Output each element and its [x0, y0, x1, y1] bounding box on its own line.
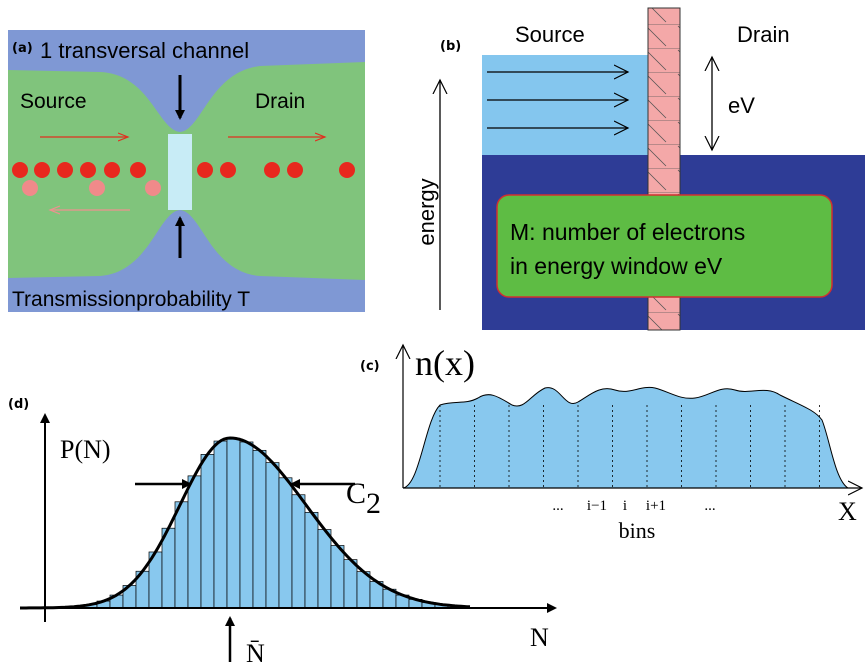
bar	[252, 449, 267, 609]
y-label: P(N)	[60, 435, 111, 464]
panel-label: (a)	[12, 41, 33, 56]
box-text: in energy window eV	[510, 253, 723, 279]
energy-label: energy	[414, 178, 439, 245]
bar	[330, 545, 345, 609]
bin-label: i	[623, 498, 627, 514]
caption: Transmissionprobability T	[12, 288, 250, 311]
box-text: M: number of electrons	[510, 219, 745, 245]
density	[402, 386, 850, 489]
panel-c: (c) n(x) X ... i−1 i i+1 ... bins	[360, 343, 862, 543]
bar	[304, 511, 319, 609]
electrons	[12, 162, 355, 178]
width-subscript: 2	[366, 487, 381, 520]
panel-label: (c)	[360, 359, 380, 374]
histogram	[44, 437, 462, 609]
title: 1 transversal channel	[40, 38, 249, 63]
distribution	[20, 436, 471, 610]
panel-d: (d) P(N) C2 N N̄	[8, 397, 557, 668]
bin-label: i−1	[587, 498, 607, 514]
source-label: Source	[515, 22, 585, 47]
drain-label: Drain	[737, 22, 790, 47]
bar	[265, 462, 280, 609]
bin-label: i+1	[646, 498, 666, 514]
ev-label: eV	[728, 93, 755, 118]
x-label: N	[530, 623, 549, 652]
panel-b: (b) Source Drain eV energy M: number of …	[414, 7, 865, 331]
width-label: C2	[346, 477, 381, 520]
width-symbol: C	[346, 477, 366, 510]
bar	[174, 501, 189, 609]
reflected-electrons	[22, 180, 161, 196]
y-label: n(x)	[415, 343, 475, 383]
x-caption: bins	[619, 518, 656, 543]
panel-label: (b)	[440, 39, 461, 54]
x-label: X	[838, 497, 857, 526]
panel-a: (a) 1 transversal channel Source Drain T…	[8, 30, 365, 312]
bar	[239, 441, 254, 609]
drain-label: Drain	[255, 90, 305, 113]
mean-label: N̄	[246, 639, 265, 668]
bar	[187, 475, 202, 609]
panel-label: (d)	[8, 397, 29, 412]
bar	[161, 527, 176, 609]
bin-label: ...	[704, 498, 715, 514]
bar	[200, 454, 215, 609]
bar	[317, 529, 332, 609]
bar	[213, 440, 228, 609]
bar	[226, 437, 241, 609]
source-label: Source	[20, 90, 87, 113]
channel	[168, 134, 192, 210]
bar	[278, 477, 293, 609]
bar	[291, 494, 306, 609]
bin-label: ...	[552, 498, 563, 514]
filled-window	[482, 55, 648, 155]
box	[496, 194, 833, 298]
bar	[343, 559, 358, 609]
